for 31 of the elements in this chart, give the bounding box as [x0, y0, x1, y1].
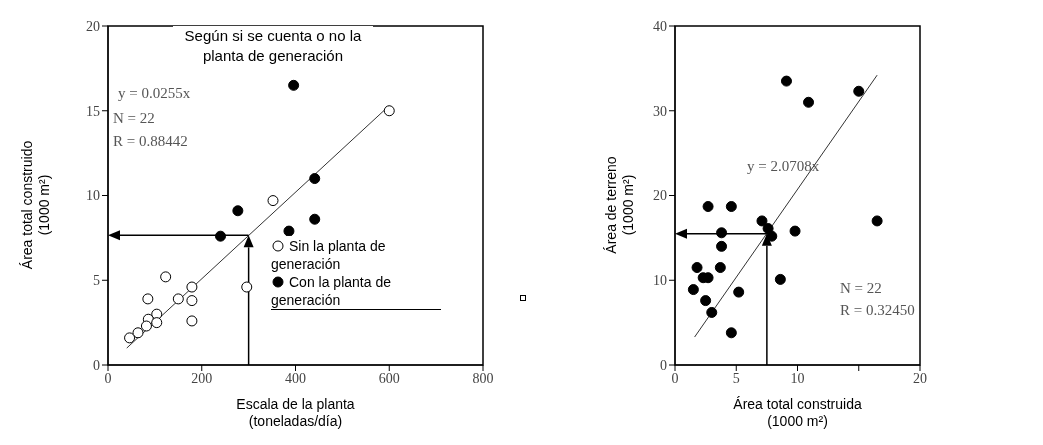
x-tick-label: 5 — [732, 370, 740, 386]
x-axis-title: Área total construida (1000 m²) — [732, 396, 863, 430]
y-tick-label: 15 — [86, 103, 100, 119]
x-tick-label: 600 — [378, 370, 400, 386]
annotation: R = 0.32450 — [840, 301, 915, 320]
annotation: N = 22 — [840, 279, 882, 298]
y-tick-label: 30 — [653, 103, 667, 119]
y-tick-label: 20 — [653, 188, 667, 204]
x-axis-title: Escala de la planta (toneladas/día) — [235, 396, 356, 430]
y-tick-label: 40 — [653, 18, 667, 34]
annotation: R = 0.88442 — [113, 132, 188, 151]
y-tick-label: 20 — [86, 18, 100, 34]
annotation: y = 0.0255x — [118, 84, 191, 103]
y-tick-label: 10 — [653, 273, 667, 289]
x-tick-label: 10 — [790, 370, 805, 386]
x-tick-label: 0 — [104, 370, 112, 386]
x-tick-label: 200 — [191, 370, 213, 386]
x-tick-label: 800 — [472, 370, 494, 386]
y-tick-label: 0 — [660, 357, 667, 373]
legend-label: Sin la planta de generación — [271, 237, 387, 273]
legend-label: Con la planta de generación — [271, 273, 441, 310]
y-tick-label: 0 — [93, 357, 100, 373]
y-axis-title: Área total construido (1000 m²) — [19, 139, 53, 272]
y-axis-title: Área de terreno (1000 m²) — [603, 155, 637, 256]
x-tick-label: 400 — [285, 370, 306, 386]
y-tick-label: 5 — [93, 273, 100, 289]
x-tick-label: 20 — [913, 370, 927, 386]
x-tick-label: 0 — [671, 370, 679, 386]
annotation: Según si se cuenta o no la planta de generación — [173, 26, 373, 66]
annotation: N = 22 — [113, 109, 155, 128]
y-tick-label: 10 — [86, 188, 100, 204]
